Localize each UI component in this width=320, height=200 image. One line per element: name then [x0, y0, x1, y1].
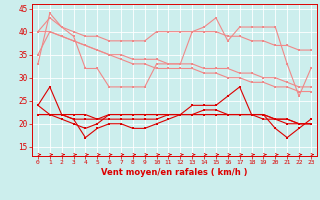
X-axis label: Vent moyen/en rafales ( km/h ): Vent moyen/en rafales ( km/h )	[101, 168, 248, 177]
